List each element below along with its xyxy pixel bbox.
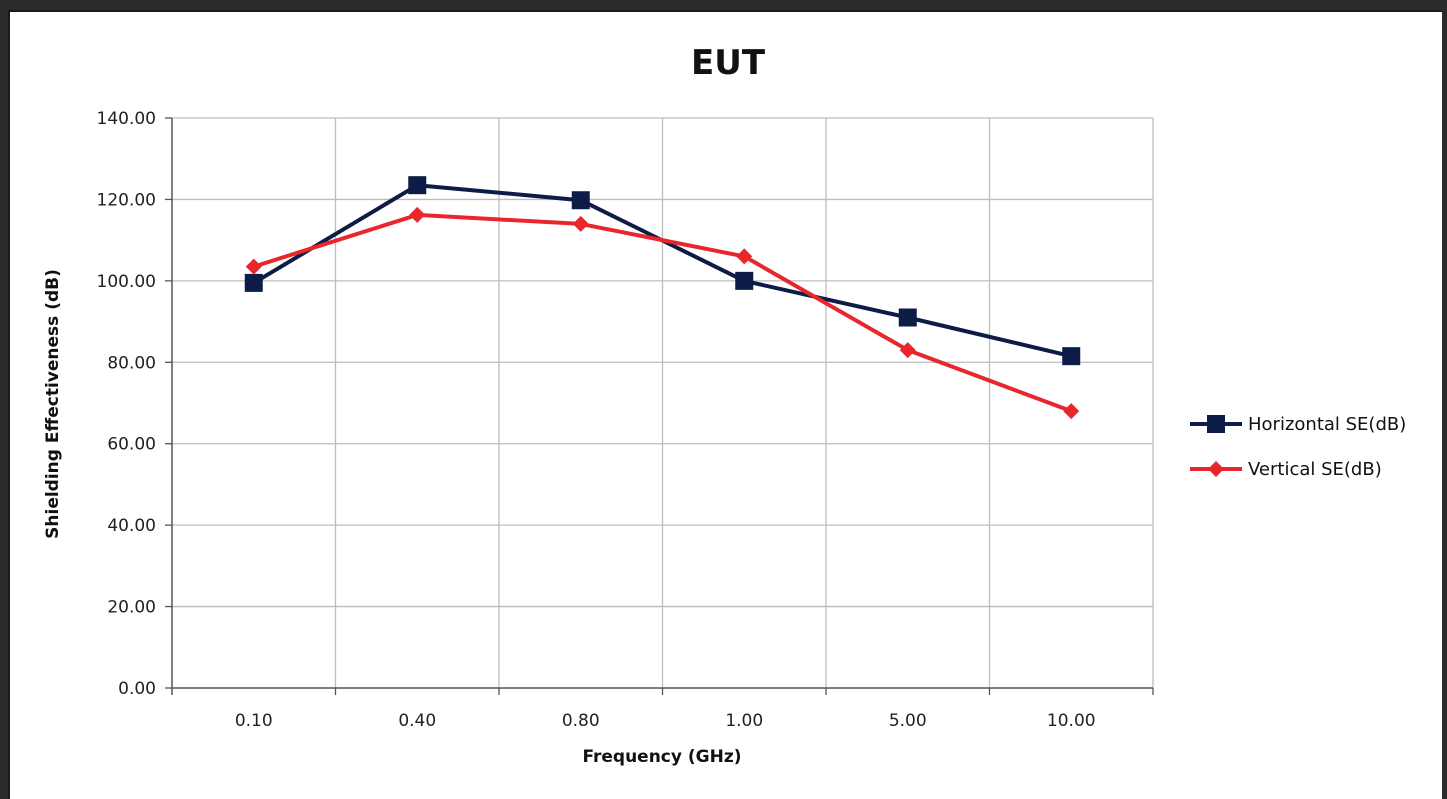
x-tick-label: 1.00: [725, 711, 763, 731]
horizontal-point: [244, 273, 263, 292]
chart-title: EUT: [691, 43, 766, 83]
x-tick-label: 10.00: [1047, 711, 1096, 731]
y-tick-label: 140.00: [97, 109, 156, 129]
y-tick-labels: 0.00 20.00 40.00 60.00 80.00 100.00 120.00 140.…: [97, 109, 156, 699]
horizontal-point: [408, 176, 427, 195]
chart: EUT 0.00 20.00 40.00 60.00 80.00 100.00 120.00…: [43, 43, 1406, 767]
y-tick-label: 100.00: [97, 272, 156, 292]
vertical-series-line: [253, 212, 1072, 413]
x-axis-title: Frequency (GHz): [582, 747, 741, 767]
vertical-point: [245, 258, 262, 275]
axes: [165, 117, 1154, 695]
series: [244, 176, 1081, 420]
horizontal-point: [898, 308, 917, 327]
y-tick-label: 40.00: [107, 516, 156, 536]
legend-horizontal-label: Horizontal SE(dB): [1248, 414, 1406, 435]
y-tick-label: 80.00: [107, 353, 156, 373]
vertical-point: [572, 215, 589, 232]
vertical-point: [1063, 403, 1080, 420]
chart-frame: EUT 0.00 20.00 40.00 60.00 80.00 100.00 120.00…: [8, 10, 1442, 799]
x-tick-label: 5.00: [889, 711, 927, 731]
x-tick-label: 0.10: [235, 711, 273, 731]
y-tick-label: 20.00: [107, 598, 156, 618]
vertical-point: [899, 342, 916, 359]
legend-vertical-marker: [1208, 461, 1224, 477]
x-tick-label: 0.80: [562, 711, 600, 731]
y-tick-label: 60.00: [107, 435, 156, 455]
legend-horizontal-marker: [1207, 415, 1225, 433]
x-tick-label: 0.40: [398, 711, 436, 731]
horizontal-point: [1062, 347, 1081, 366]
legend: Horizontal SE(dB) Vertical SE(dB): [1190, 414, 1406, 480]
vertical-point: [409, 206, 426, 223]
vertical-point: [736, 248, 753, 265]
y-tick-label: 0.00: [118, 679, 156, 699]
horizontal-point: [735, 271, 754, 290]
y-axis-title: Shielding Effectiveness (dB): [43, 269, 63, 539]
grid: [172, 117, 1154, 688]
horizontal-point: [571, 191, 590, 210]
legend-vertical-label: Vertical SE(dB): [1248, 459, 1382, 480]
x-tick-labels: 0.10 0.40 0.80 1.00 5.00 10.00: [235, 711, 1096, 731]
y-tick-label: 120.00: [97, 190, 156, 210]
